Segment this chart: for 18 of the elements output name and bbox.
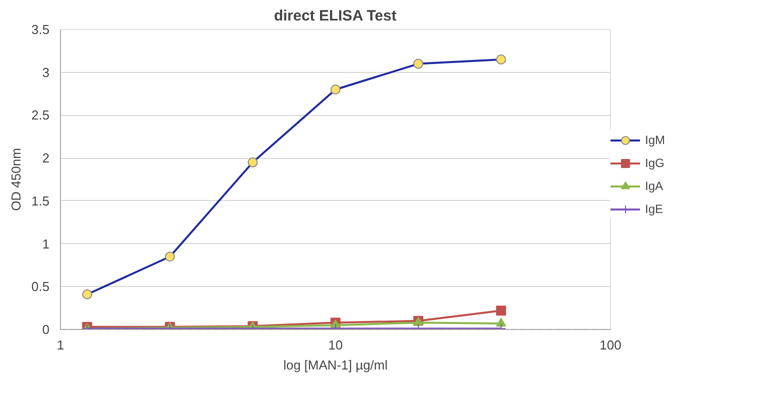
legend-label: IgE [645, 202, 664, 216]
y-tick-label: 2 [42, 150, 50, 166]
y-tick-label: 3 [42, 64, 50, 80]
chart-title: direct ELISA Test [274, 8, 396, 24]
y-tick-label: 1 [42, 236, 50, 252]
y-tick-label: 0.5 [31, 279, 50, 294]
y-tick-label: 3.5 [31, 22, 50, 37]
legend-label: IgA [645, 179, 664, 193]
x-tick-label: 1 [56, 338, 64, 352]
x-axis-title: log [MAN-1] µg/ml [283, 358, 388, 372]
legend-label: IgG [645, 156, 665, 170]
x-tick-label: 10 [328, 338, 343, 352]
y-axis-title: OD 450nm [8, 148, 24, 211]
legend-label: IgM [645, 133, 666, 147]
x-tick-label: 100 [600, 338, 622, 352]
y-tick-label: 0 [42, 322, 50, 337]
y-tick-label: 1.5 [31, 193, 50, 208]
y-tick-label: 2.5 [31, 108, 50, 123]
